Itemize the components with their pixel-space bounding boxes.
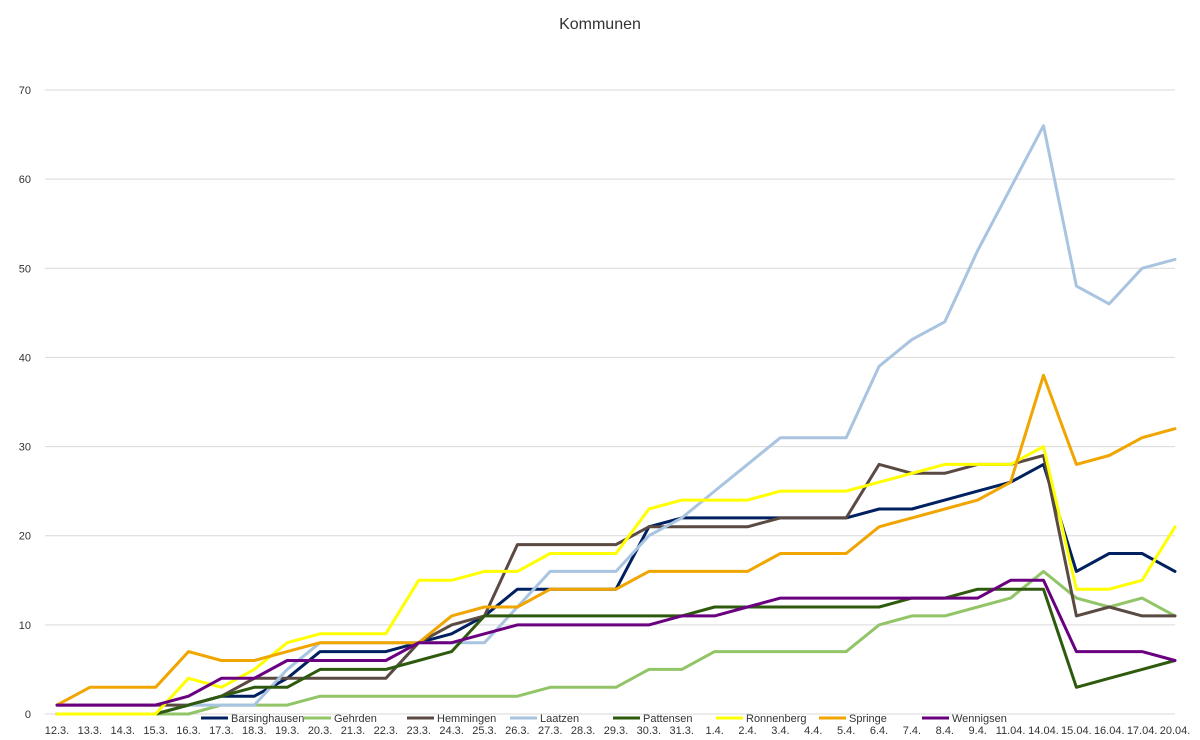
series-line-laatzen bbox=[55, 124, 1177, 716]
x-tick-label: 8.4. bbox=[936, 725, 954, 737]
legend-label-pattensen: Pattensen bbox=[643, 713, 693, 725]
x-tick-label: 17.3. bbox=[209, 725, 233, 737]
chart-title: Kommunen bbox=[559, 16, 641, 33]
series-line-gehrden bbox=[55, 569, 1177, 716]
x-tick-label: 25.3. bbox=[472, 725, 496, 737]
x-tick-label: 7.4. bbox=[903, 725, 921, 737]
x-tick-label: 24.3. bbox=[439, 725, 463, 737]
series-line-hemmingen bbox=[55, 454, 1177, 707]
x-tick-label: 14.04. bbox=[1028, 725, 1059, 737]
x-tick-label: 20.04. bbox=[1160, 725, 1191, 737]
x-tick-label: 4.4. bbox=[804, 725, 822, 737]
legend-label-hemmingen: Hemmingen bbox=[437, 713, 496, 725]
legend-label-wennigsen: Wennigsen bbox=[952, 713, 1007, 725]
x-tick-label: 15.3. bbox=[143, 725, 167, 737]
x-tick-label: 18.3. bbox=[242, 725, 266, 737]
x-tick-label: 29.3. bbox=[604, 725, 628, 737]
legend-label-barsinghausen: Barsinghausen bbox=[231, 713, 304, 725]
y-tick-label: 10 bbox=[19, 620, 31, 632]
x-tick-label: 30.3. bbox=[637, 725, 661, 737]
y-tick-label: 70 bbox=[19, 85, 31, 97]
x-tick-label: 6.4. bbox=[870, 725, 888, 737]
x-axis-ticks: 12.3. 13.3. 14.3. 15.3. 16.3. 17.3. 18.3. 19.3.… bbox=[45, 725, 1191, 737]
x-tick-label: 17.04. bbox=[1127, 725, 1158, 737]
y-tick-label: 60 bbox=[19, 174, 31, 186]
series-lines bbox=[55, 124, 1177, 716]
legend-label-laatzen: Laatzen bbox=[540, 713, 579, 725]
legend-label-ronnenberg: Ronnenberg bbox=[746, 713, 807, 725]
x-tick-label: 9.4. bbox=[969, 725, 987, 737]
series-line-springe bbox=[55, 373, 1177, 707]
x-tick-label: 20.3. bbox=[308, 725, 332, 737]
x-tick-label: 1.4. bbox=[705, 725, 723, 737]
y-tick-label: 20 bbox=[19, 531, 31, 543]
x-tick-label: 26.3. bbox=[505, 725, 529, 737]
series-line-ronnenberg bbox=[55, 445, 1177, 716]
series-line-pattensen bbox=[55, 587, 1177, 716]
legend-label-springe: Springe bbox=[849, 713, 887, 725]
x-tick-label: 3.4. bbox=[771, 725, 789, 737]
y-tick-label: 40 bbox=[19, 352, 31, 364]
x-tick-label: 19.3. bbox=[275, 725, 299, 737]
x-tick-label: 5.4. bbox=[837, 725, 855, 737]
series-line-wennigsen bbox=[55, 578, 1177, 707]
y-tick-label: 0 bbox=[25, 709, 31, 721]
x-tick-label: 28.3. bbox=[571, 725, 595, 737]
y-tick-label: 50 bbox=[19, 263, 31, 275]
x-tick-label: 23.3. bbox=[406, 725, 430, 737]
x-tick-label: 16.04. bbox=[1094, 725, 1125, 737]
x-tick-label: 31.3. bbox=[670, 725, 694, 737]
x-tick-label: 27.3. bbox=[538, 725, 562, 737]
x-tick-label: 2.4. bbox=[738, 725, 756, 737]
x-tick-label: 13.3. bbox=[78, 725, 102, 737]
gridlines bbox=[45, 89, 1175, 715]
x-tick-label: 12.3. bbox=[45, 725, 69, 737]
x-tick-label: 21.3. bbox=[341, 725, 365, 737]
legend: Barsinghausen Gehrden Hemmingen Laatzen Patt… bbox=[201, 713, 1007, 725]
x-tick-label: 16.3. bbox=[176, 725, 200, 737]
legend-label-gehrden: Gehrden bbox=[334, 713, 377, 725]
x-tick-label: 11.04. bbox=[996, 725, 1026, 737]
x-tick-label: 15.04. bbox=[1061, 725, 1092, 737]
x-tick-label: 14.3. bbox=[111, 725, 135, 737]
y-tick-label: 30 bbox=[19, 442, 31, 454]
y-axis-ticks: 0 10 20 30 40 50 60 70 bbox=[19, 85, 31, 721]
x-tick-label: 22.3. bbox=[374, 725, 398, 737]
